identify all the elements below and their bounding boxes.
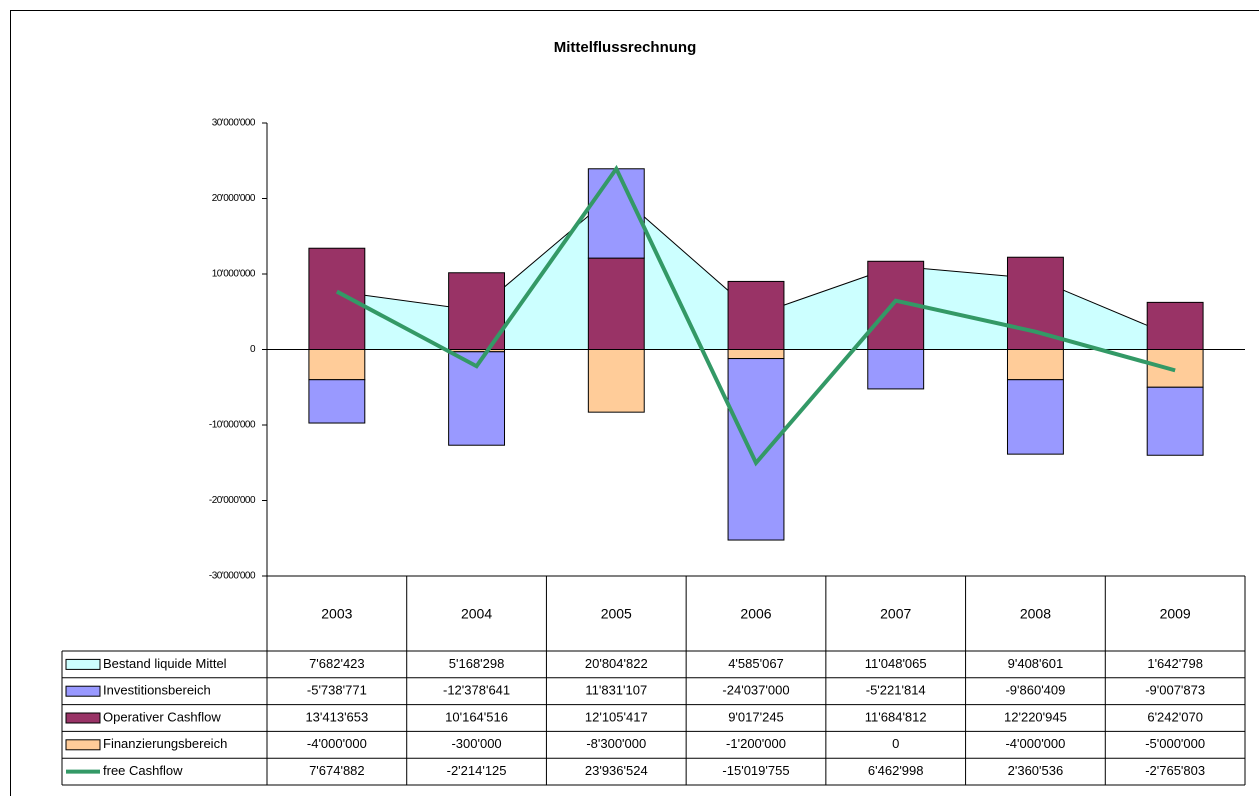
table-value: 12'220'945 [1004, 709, 1067, 724]
y-tick-label: 30'000'000 [212, 118, 256, 129]
table-value: -12'378'641 [443, 683, 510, 698]
table-value: 11'831'107 [585, 683, 647, 698]
table-value: 7'674'882 [309, 763, 365, 778]
bar [309, 248, 365, 349]
table-value: -5'000'000 [1145, 736, 1205, 751]
table-value: -5'738'771 [307, 683, 367, 698]
y-tick-label: -20'000'000 [209, 495, 256, 506]
table-value: -15'019'755 [722, 763, 789, 778]
bar [1147, 387, 1203, 455]
bar [728, 359, 784, 540]
bar [588, 350, 644, 413]
y-tick-label: 10'000'000 [212, 269, 256, 280]
chart-title: Mittelflussrechnung [554, 39, 697, 56]
table-value: 2'360'536 [1008, 763, 1064, 778]
legend-label: Bestand liquide Mittel [103, 656, 227, 671]
table-value: 12'105'417 [585, 709, 648, 724]
legend-key [66, 686, 100, 696]
x-tick-label: 2004 [461, 606, 492, 622]
table-value: 4'585'067 [728, 656, 784, 671]
table-value: 11'048'065 [865, 656, 927, 671]
legend-label: free Cashflow [103, 763, 183, 778]
table-value: 6'462'998 [868, 763, 924, 778]
y-tick-label: -30'000'000 [209, 571, 256, 582]
legend-label: Operativer Cashflow [103, 709, 221, 724]
bar [1147, 302, 1203, 349]
table-value: 7'682'423 [309, 656, 365, 671]
x-tick-label: 2008 [1020, 606, 1051, 622]
table-value: 1'642'798 [1147, 656, 1203, 671]
x-tick-label: 2003 [321, 606, 352, 622]
legend-key [66, 659, 100, 669]
table-value: 23'936'524 [585, 763, 648, 778]
bar [868, 350, 924, 389]
table-value: 0 [892, 736, 899, 751]
table-value: -9'007'873 [1145, 683, 1205, 698]
bar [309, 350, 365, 380]
table-value: -4'000'000 [1005, 736, 1065, 751]
y-tick-label: -10'000'000 [209, 420, 256, 431]
table-value: 5'168'298 [449, 656, 505, 671]
y-tick-label: 20'000'000 [212, 193, 256, 204]
table-value: -1'200'000 [726, 736, 786, 751]
bar [588, 258, 644, 349]
table-value: -9'860'409 [1005, 683, 1065, 698]
x-tick-label: 2009 [1160, 606, 1191, 622]
legend-label: Investitionsbereich [103, 683, 211, 698]
table-value: 9'017'245 [728, 709, 784, 724]
legend-key [66, 740, 100, 750]
table-value: -8'300'000 [586, 736, 646, 751]
table-value: 10'164'516 [445, 709, 508, 724]
table-value: 20'804'822 [585, 656, 648, 671]
bar [1007, 350, 1063, 380]
table-value: 13'413'653 [305, 709, 368, 724]
bar [1007, 380, 1063, 454]
x-tick-label: 2006 [740, 606, 771, 622]
table-value: -5'221'814 [866, 683, 926, 698]
x-tick-label: 2007 [880, 606, 911, 622]
bar [728, 281, 784, 349]
legend-key [66, 713, 100, 723]
x-tick-label: 2005 [601, 606, 632, 622]
legend-label: Finanzierungsbereich [103, 736, 227, 751]
table-value: -24'037'000 [722, 683, 789, 698]
bar [309, 380, 365, 423]
table-value: -300'000 [451, 736, 501, 751]
table-value: -2'214'125 [447, 763, 507, 778]
bar [728, 350, 784, 359]
table-value: 11'684'812 [865, 709, 927, 724]
table-value: -2'765'803 [1145, 763, 1205, 778]
table-value: -4'000'000 [307, 736, 367, 751]
table-value: 6'242'070 [1147, 709, 1203, 724]
table-value: 9'408'601 [1008, 656, 1064, 671]
